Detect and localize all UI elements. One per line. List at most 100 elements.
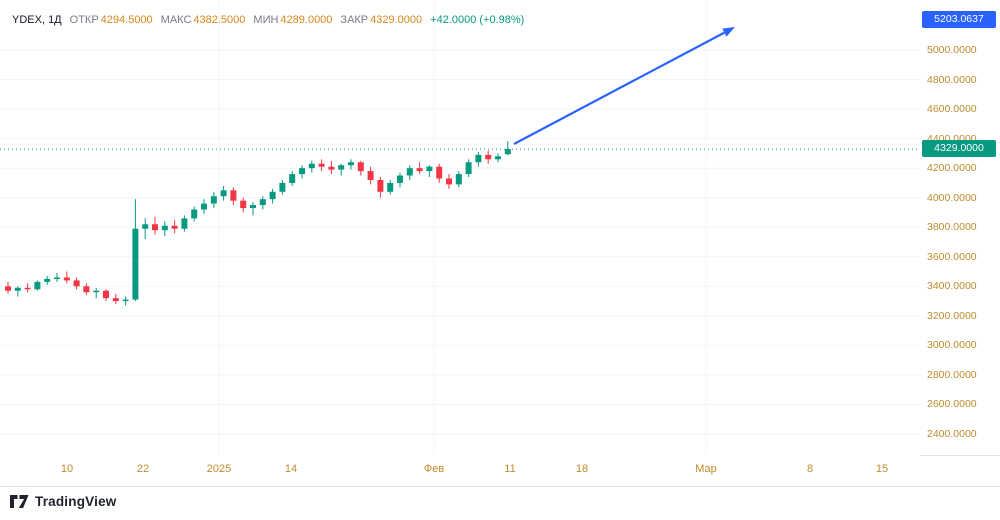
price-tick-label: 4200.0000 [927,162,977,175]
price-tick-label: 4600.0000 [927,103,977,116]
current-price-badge: 4329.0000 [922,140,996,158]
candle-body[interactable] [93,290,100,293]
symbol-title[interactable]: YDEX, 1Д [12,14,62,26]
candle-body[interactable] [171,225,178,229]
candle-body[interactable] [44,278,51,282]
price-tick-label: 4800.0000 [927,73,977,86]
symbol-legend: YDEX, 1Д ОТКР 4294.5000 МАКС 4382.5000 М… [12,14,524,26]
candle-body[interactable] [338,165,345,170]
close-label: ЗАКР [340,14,369,26]
legend-high: МАКС 4382.5000 [161,14,246,26]
candle-body[interactable] [54,277,60,279]
candle-body[interactable] [387,182,394,192]
change-value: +42.0000 (+0.98%) [430,14,525,26]
candle-body[interactable] [201,203,207,210]
price-tick-label: 2600.0000 [927,398,977,411]
candle-body[interactable] [397,175,403,183]
high-label: МАКС [160,14,192,26]
legend-close: ЗАКР 4329.0000 [340,14,422,26]
trend-arrow-head[interactable] [722,27,735,37]
candle-body[interactable] [299,168,305,175]
candle-body[interactable] [5,286,11,291]
candle-body[interactable] [191,209,198,219]
time-tick-label: 18 [575,463,589,475]
bottom-bar: TradingView [0,487,1000,520]
close-value: 4329.0000 [370,14,423,26]
candle-body[interactable] [83,286,90,293]
candle-body[interactable] [24,287,31,290]
candle-body[interactable] [73,280,80,287]
candle-body[interactable] [426,166,433,172]
low-label: МИН [253,14,279,26]
candle-body[interactable] [132,228,139,300]
candle-body[interactable] [348,162,354,166]
price-tick-label: 3400.0000 [927,280,977,293]
time-tick-label: 15 [875,463,889,475]
open-value: 4294.5000 [100,14,153,26]
legend-low: МИН 4289.0000 [253,14,332,26]
price-tick-label: 2800.0000 [927,368,977,381]
time-axis[interactable]: 10 22 2025 14 Фев 11 18 Мар 8 15 [0,455,920,485]
tradingview-logo-icon [10,495,29,508]
candle-body[interactable] [250,205,256,209]
candle-body[interactable] [240,200,247,209]
candle-body[interactable] [122,299,129,302]
candle-body[interactable] [377,179,384,192]
trend-arrow[interactable] [513,31,725,145]
candle-body[interactable] [269,191,276,200]
candle-body[interactable] [475,154,482,163]
candle-body[interactable] [14,287,21,291]
candle-body[interactable] [259,199,266,206]
candle-body[interactable] [495,156,501,160]
candle-body[interactable] [103,290,109,299]
candle-body[interactable] [318,163,325,167]
price-tick-label: 3200.0000 [927,309,977,322]
candle-body[interactable] [465,162,472,175]
open-label: ОТКР [69,14,99,26]
legend-open: ОТКР 4294.5000 [70,14,153,26]
price-tick-label: 3800.0000 [927,221,977,234]
candle-body[interactable] [181,218,188,229]
price-tick-label: 3000.0000 [927,339,977,352]
candle-body[interactable] [230,190,237,201]
candle-body[interactable] [406,168,413,176]
low-value: 4289.0000 [280,14,333,26]
candle-body[interactable] [446,178,452,185]
candle-body[interactable] [152,224,158,231]
candle-body[interactable] [455,174,462,185]
time-tick-label: 2025 [206,463,232,475]
candle-body[interactable] [436,166,443,179]
candle-body[interactable] [289,174,296,183]
time-tick-label: 8 [806,463,814,475]
candle-body[interactable] [161,225,168,231]
candle-body[interactable] [210,196,217,204]
candle-body[interactable] [220,190,227,197]
price-tick-label: 4000.0000 [927,191,977,204]
candle-body[interactable] [504,149,511,155]
candle-body[interactable] [279,182,286,192]
tradingview-logo[interactable]: TradingView [10,494,116,509]
candle-body[interactable] [328,166,335,170]
candle-body[interactable] [142,224,149,229]
candle-body[interactable] [112,298,119,302]
arrow-target-price-badge: 5203.0637 [922,11,996,28]
candle-body[interactable] [416,168,423,172]
price-tick-label: 2400.0000 [927,428,977,440]
time-tick-label: Фев [423,463,445,475]
time-tick-label: 11 [504,463,516,475]
candle-body[interactable] [63,277,70,281]
candle-body[interactable] [485,154,492,160]
candle-body[interactable] [357,162,364,172]
price-axis[interactable]: 5203.0637 4329.0000 5000.0000 4800.0000 46… [920,0,1000,455]
time-tick-label: Мар [695,463,717,475]
tradingview-wordmark: TradingView [35,494,117,509]
time-tick-label: 22 [136,463,150,475]
candle-body[interactable] [34,281,41,290]
high-value: 4382.5000 [193,14,246,26]
candle-body[interactable] [308,163,315,169]
price-tick-label: 5000.0000 [927,44,977,56]
candle-body[interactable] [367,171,374,180]
time-tick-label: 10 [60,463,74,475]
